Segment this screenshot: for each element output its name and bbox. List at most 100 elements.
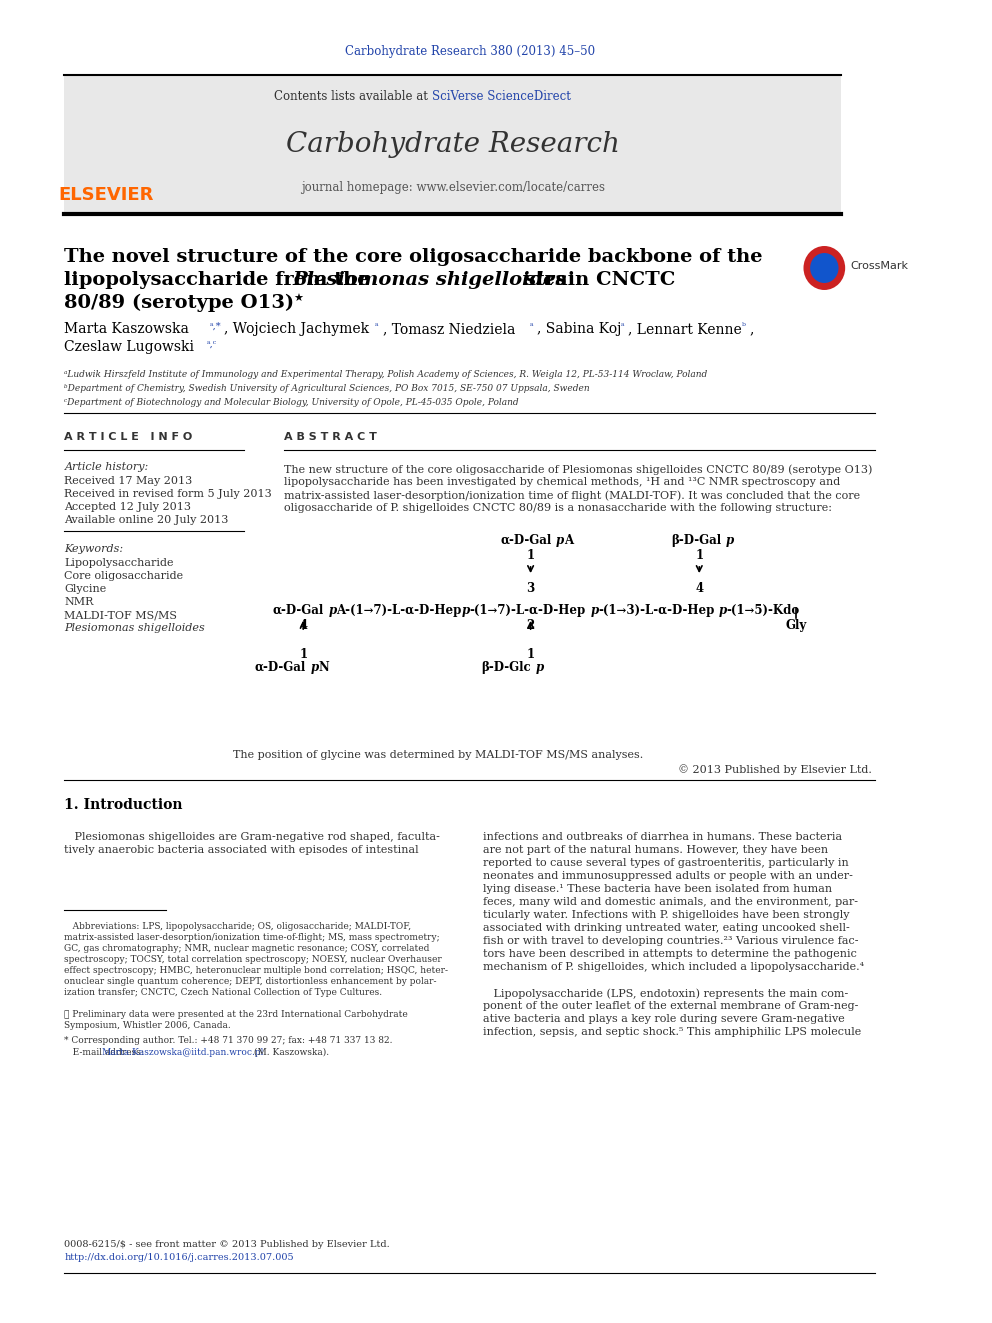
Text: ponent of the outer leaflet of the external membrane of Gram-neg-: ponent of the outer leaflet of the exter…: [483, 1002, 859, 1011]
Text: ★: ★: [294, 294, 304, 304]
Text: GC, gas chromatography; NMR, nuclear magnetic resonance; COSY, correlated: GC, gas chromatography; NMR, nuclear mag…: [64, 945, 430, 953]
Text: oligosaccharide of P. shigelloides CNCTC 80/89 is a nonasaccharide with the foll: oligosaccharide of P. shigelloides CNCTC…: [285, 503, 832, 513]
Text: Plesiomonas shigelloides: Plesiomonas shigelloides: [64, 623, 205, 632]
Text: ᵃ: ᵃ: [621, 321, 624, 331]
Text: 1. Introduction: 1. Introduction: [64, 798, 183, 812]
Text: Article history:: Article history:: [64, 462, 149, 472]
Text: β-D-Glc: β-D-Glc: [481, 662, 531, 673]
Text: Lipopolysaccharide (LPS, endotoxin) represents the main com-: Lipopolysaccharide (LPS, endotoxin) repr…: [483, 988, 848, 999]
Text: 1: 1: [695, 549, 703, 562]
Text: infections and outbreaks of diarrhea in humans. These bacteria: infections and outbreaks of diarrhea in …: [483, 832, 842, 841]
Text: tors have been described in attempts to determine the pathogenic: tors have been described in attempts to …: [483, 949, 857, 959]
Text: , Sabina Koj: , Sabina Koj: [538, 321, 622, 336]
Text: 0008-6215/$ - see front matter © 2013 Published by Elsevier Ltd.: 0008-6215/$ - see front matter © 2013 Pu…: [64, 1240, 390, 1249]
Text: Marta.Kaszowska@iitd.pan.wroc.pl: Marta.Kaszowska@iitd.pan.wroc.pl: [101, 1048, 264, 1057]
Text: p: p: [590, 605, 598, 617]
Text: ᵃ,ᶜ: ᵃ,ᶜ: [206, 340, 216, 349]
Text: Lipopolysaccharide: Lipopolysaccharide: [64, 558, 174, 568]
Text: Symposium, Whistler 2006, Canada.: Symposium, Whistler 2006, Canada.: [64, 1021, 231, 1031]
Text: -(1→7)-L-α-D-Hep: -(1→7)-L-α-D-Hep: [469, 605, 585, 617]
Text: CrossMark: CrossMark: [851, 261, 909, 271]
Text: © 2013 Published by Elsevier Ltd.: © 2013 Published by Elsevier Ltd.: [678, 763, 872, 775]
Text: ative bacteria and plays a key role during severe Gram-negative: ative bacteria and plays a key role duri…: [483, 1013, 845, 1024]
Text: The novel structure of the core oligosaccharide backbone of the: The novel structure of the core oligosac…: [64, 247, 763, 266]
Text: lipopolysaccharide has been investigated by chemical methods, ¹H and ¹³C NMR spe: lipopolysaccharide has been investigated…: [285, 478, 840, 487]
Circle shape: [804, 246, 845, 290]
Text: N: N: [318, 662, 329, 673]
Text: 1: 1: [527, 549, 535, 562]
Text: , Wojciech Jachymek: , Wojciech Jachymek: [223, 321, 369, 336]
Text: Core oligosaccharide: Core oligosaccharide: [64, 572, 184, 581]
Text: strain CNCTC: strain CNCTC: [518, 271, 676, 288]
Text: Marta Kaszowska: Marta Kaszowska: [64, 321, 189, 336]
FancyBboxPatch shape: [64, 75, 841, 212]
Text: 4: 4: [695, 582, 703, 595]
Text: matrix-assisted laser-desorption/ionization time of flight (MALDI-TOF). It was c: matrix-assisted laser-desorption/ionizat…: [285, 490, 860, 500]
Text: journal homepage: www.elsevier.com/locate/carres: journal homepage: www.elsevier.com/locat…: [301, 181, 605, 194]
Text: α-D-Gal: α-D-Gal: [500, 534, 552, 546]
Text: neonates and immunosuppressed adults or people with an under-: neonates and immunosuppressed adults or …: [483, 871, 853, 881]
Text: associated with drinking untreated water, eating uncooked shell-: associated with drinking untreated water…: [483, 923, 850, 933]
Text: The new structure of the core oligosaccharide of Plesiomonas shigelloides CNCTC : The new structure of the core oligosacch…: [285, 464, 873, 475]
Text: spectroscopy; TOCSY, total correlation spectroscopy; NOESY, nuclear Overhauser: spectroscopy; TOCSY, total correlation s…: [64, 955, 442, 964]
Text: The position of glycine was determined by MALDI-TOF MS/MS analyses.: The position of glycine was determined b…: [232, 750, 643, 759]
Text: Keywords:: Keywords:: [64, 544, 124, 554]
Text: Plesiomonas shigelloides are Gram-negative rod shaped, faculta-: Plesiomonas shigelloides are Gram-negati…: [64, 832, 440, 841]
Text: ᵃ,*: ᵃ,*: [209, 321, 221, 331]
Text: p: p: [328, 605, 337, 617]
Text: reported to cause several types of gastroenteritis, particularly in: reported to cause several types of gastr…: [483, 859, 849, 868]
Text: Gly: Gly: [786, 619, 806, 632]
Text: ★ Preliminary data were presented at the 23rd International Carbohydrate: ★ Preliminary data were presented at the…: [64, 1009, 408, 1019]
Text: , Lennart Kenne: , Lennart Kenne: [628, 321, 742, 336]
Text: p: p: [536, 662, 544, 673]
Text: 80/89 (serotype O13): 80/89 (serotype O13): [64, 294, 295, 312]
Text: * Corresponding author. Tel.: +48 71 370 99 27; fax: +48 71 337 13 82.: * Corresponding author. Tel.: +48 71 370…: [64, 1036, 393, 1045]
Text: Czeslaw Lugowski: Czeslaw Lugowski: [64, 340, 194, 355]
Text: fish or with travel to developing countries.²³ Various virulence fac-: fish or with travel to developing countr…: [483, 935, 859, 946]
Text: lying disease.¹ These bacteria have been isolated from human: lying disease.¹ These bacteria have been…: [483, 884, 832, 894]
Text: Plesiomonas shigelloides: Plesiomonas shigelloides: [293, 271, 567, 288]
Text: ᶜDepartment of Biotechnology and Molecular Biology, University of Opole, PL-45-0: ᶜDepartment of Biotechnology and Molecul…: [64, 398, 519, 407]
Text: p: p: [310, 662, 319, 673]
Text: ,: ,: [750, 321, 754, 336]
Text: α-D-Gal: α-D-Gal: [273, 605, 324, 617]
Text: A R T I C L E   I N F O: A R T I C L E I N F O: [64, 433, 192, 442]
Text: ization transfer; CNCTC, Czech National Collection of Type Cultures.: ization transfer; CNCTC, Czech National …: [64, 988, 383, 998]
Text: β-D-Gal: β-D-Gal: [671, 534, 721, 546]
Text: p: p: [557, 534, 564, 546]
Text: feces, many wild and domestic animals, and the environment, par-: feces, many wild and domestic animals, a…: [483, 897, 858, 908]
Text: infection, sepsis, and septic shock.⁵ This amphiphilic LPS molecule: infection, sepsis, and septic shock.⁵ Th…: [483, 1027, 861, 1037]
Text: Received 17 May 2013: Received 17 May 2013: [64, 476, 192, 486]
Text: SciVerse ScienceDirect: SciVerse ScienceDirect: [433, 90, 571, 102]
Circle shape: [810, 253, 838, 283]
Text: p: p: [726, 534, 734, 546]
Text: NMR: NMR: [64, 597, 94, 607]
Text: matrix-assisted laser-desorption/ionization time-of-flight; MS, mass spectrometr: matrix-assisted laser-desorption/ionizat…: [64, 933, 440, 942]
Text: 2: 2: [527, 619, 535, 632]
Text: Contents lists available at: Contents lists available at: [275, 90, 433, 102]
Text: Accepted 12 July 2013: Accepted 12 July 2013: [64, 501, 191, 512]
Text: Carbohydrate Research 380 (2013) 45–50: Carbohydrate Research 380 (2013) 45–50: [345, 45, 595, 58]
Text: ELSEVIER: ELSEVIER: [59, 187, 154, 204]
Text: ticularly water. Infections with P. shigelloides have been strongly: ticularly water. Infections with P. shig…: [483, 910, 850, 919]
Text: Available online 20 July 2013: Available online 20 July 2013: [64, 515, 229, 525]
Text: http://dx.doi.org/10.1016/j.carres.2013.07.005: http://dx.doi.org/10.1016/j.carres.2013.…: [64, 1253, 294, 1262]
Text: ᵇ: ᵇ: [742, 321, 746, 331]
Text: p: p: [719, 605, 727, 617]
Text: onuclear single quantum coherence; DEPT, distortionless enhancement by polar-: onuclear single quantum coherence; DEPT,…: [64, 976, 436, 986]
Text: -(1→5)-Kdo: -(1→5)-Kdo: [727, 605, 800, 617]
Text: MALDI-TOF MS/MS: MALDI-TOF MS/MS: [64, 610, 178, 620]
Text: E-mail address:: E-mail address:: [64, 1048, 147, 1057]
Text: p: p: [461, 605, 469, 617]
Text: ᵇDepartment of Chemistry, Swedish University of Agricultural Sciences, PO Box 70: ᵇDepartment of Chemistry, Swedish Univer…: [64, 384, 590, 393]
Text: Abbreviations: LPS, lipopolysaccharide; OS, oligosaccharide; MALDI-TOF,: Abbreviations: LPS, lipopolysaccharide; …: [64, 922, 412, 931]
Text: 1: 1: [300, 648, 308, 662]
Text: ᵃ: ᵃ: [530, 321, 534, 331]
Text: -(1→3)-L-α-D-Hep: -(1→3)-L-α-D-Hep: [598, 605, 714, 617]
Text: , Tomasz Niedziela: , Tomasz Niedziela: [383, 321, 515, 336]
Text: 3: 3: [527, 582, 535, 595]
Text: 4: 4: [300, 619, 308, 632]
Text: tively anaerobic bacteria associated with episodes of intestinal: tively anaerobic bacteria associated wit…: [64, 845, 419, 855]
Text: Received in revised form 5 July 2013: Received in revised form 5 July 2013: [64, 490, 272, 499]
Text: α-D-Gal: α-D-Gal: [255, 662, 307, 673]
